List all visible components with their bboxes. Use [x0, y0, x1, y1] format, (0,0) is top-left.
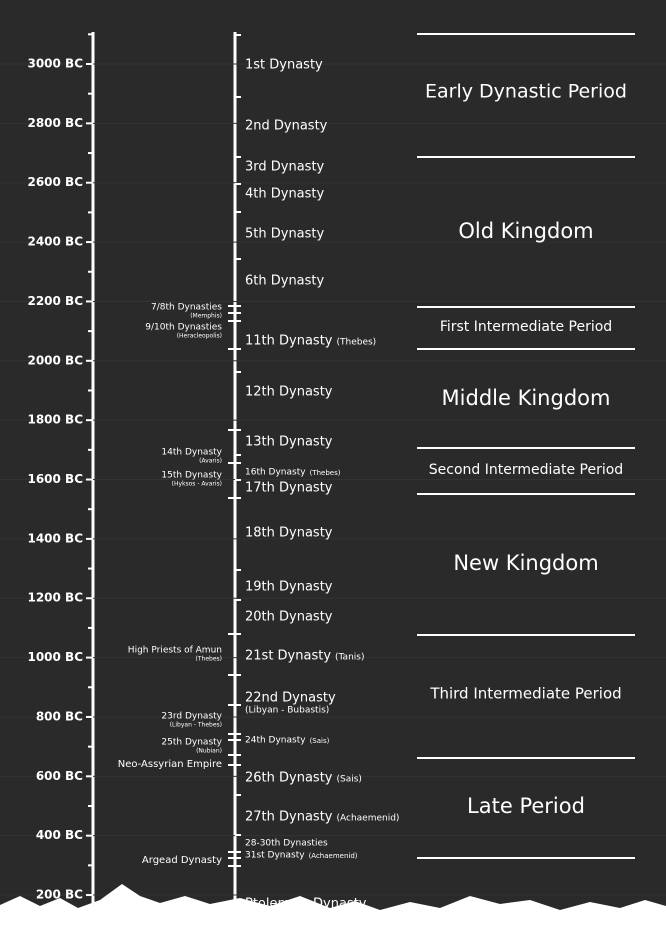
side-dynasty-name: 15th Dynasty: [161, 471, 222, 481]
period-name: Early Dynastic Period: [425, 81, 627, 103]
side-dynasty-name: Neo-Assyrian Empire: [118, 759, 222, 770]
side-dynasty-name: High Priests of Amun: [128, 646, 222, 656]
dynasty-name: 6th Dynasty: [245, 274, 325, 289]
side-dynasty-note: (Nubian): [196, 748, 222, 755]
axis-label: 1000 BC: [27, 650, 83, 664]
dynasty-note: (Libyan - Bubastis): [245, 706, 329, 716]
side-dynasty-note: (Libyan - Thebes): [170, 722, 222, 729]
axis-label: 1400 BC: [27, 531, 83, 545]
dynasty-name: 21st Dynasty: [245, 649, 331, 664]
dynasty-name: 12th Dynasty: [245, 385, 333, 400]
side-dynasty-name: 7/8th Dynasties: [151, 303, 222, 313]
dynasty-name: 5th Dynasty: [245, 227, 325, 242]
side-dynasty-note: (Hyksos - Avaris): [172, 481, 222, 488]
axis-label: 200 BC: [36, 888, 83, 902]
period-name: Old Kingdom: [458, 219, 593, 243]
dynasty-name: 1st Dynasty: [245, 58, 323, 73]
dynasty-note: (Thebes): [310, 469, 341, 477]
side-dynasty-name: 25th Dynasty: [161, 738, 222, 748]
dynasty-note: (Achaemenid): [336, 814, 399, 824]
side-dynasty-name: 14th Dynasty: [161, 448, 222, 458]
axis-label: 3000 BC: [27, 57, 83, 71]
period-name: Third Intermediate Period: [429, 685, 621, 703]
axis-label: 800 BC: [36, 709, 83, 723]
dynasty-name: 16th Dynasty: [245, 468, 306, 478]
dynasty-name: 31st Dynasty: [245, 851, 305, 861]
period-name: Middle Kingdom: [442, 386, 611, 410]
axis-label: 1800 BC: [27, 413, 83, 427]
dynasty-name: 20th Dynasty: [245, 610, 333, 625]
side-dynasty-name: 23rd Dynasty: [161, 712, 222, 722]
dynasty-name: 11th Dynasty: [245, 334, 333, 349]
side-dynasty-note: (Thebes): [196, 656, 222, 663]
axis-label: 2800 BC: [27, 116, 83, 130]
side-dynasty-note: (Heracleopolis): [177, 333, 222, 340]
dynasty-name: 19th Dynasty: [245, 580, 333, 595]
axis-label: 400 BC: [36, 828, 83, 842]
period-name: Second Intermediate Period: [429, 462, 623, 478]
period-name: First Intermediate Period: [440, 319, 612, 335]
side-dynasty-name: 9/10th Dynasties: [145, 323, 222, 333]
axis-label: 2400 BC: [27, 235, 83, 249]
period-name: Late Period: [467, 794, 585, 818]
axis-label: 1200 BC: [27, 591, 83, 605]
side-dynasty-note: (Avaris): [199, 458, 222, 465]
axis-label: 600 BC: [36, 769, 83, 783]
dynasty-name: 24th Dynasty: [245, 736, 306, 746]
side-dynasty-note: (Memphis): [190, 313, 222, 320]
side-dynasty-name: Argead Dynasty: [142, 855, 222, 866]
dynasty-name: 28-30th Dynasties: [245, 839, 328, 849]
dynasty-name: 26th Dynasty: [245, 771, 333, 786]
axis-label: 2600 BC: [27, 175, 83, 189]
dynasty-name: 22nd Dynasty: [245, 691, 336, 706]
axis-label: 2200 BC: [27, 294, 83, 308]
dynasty-name: 17th Dynasty: [245, 481, 333, 496]
dynasty-name: 27th Dynasty: [245, 810, 333, 825]
dynasty-name: 13th Dynasty: [245, 435, 333, 450]
dynasty-name: 3rd Dynasty: [245, 160, 325, 175]
dynasty-note: (Thebes): [336, 338, 376, 348]
dynasty-note: (Tanis): [335, 653, 364, 663]
dynasty-note: (Achaemenid): [309, 852, 358, 860]
axis-label: 1600 BC: [27, 472, 83, 486]
dynasty-name: 2nd Dynasty: [245, 119, 328, 134]
period-name: New Kingdom: [453, 551, 598, 575]
dynasty-name: 4th Dynasty: [245, 187, 325, 202]
dynasty-note: (Sais): [310, 737, 330, 745]
axis-label: 2000 BC: [27, 353, 83, 367]
mountains: [0, 884, 666, 937]
dynasty-name: 18th Dynasty: [245, 526, 333, 541]
dynasty-note: (Sais): [336, 775, 361, 785]
